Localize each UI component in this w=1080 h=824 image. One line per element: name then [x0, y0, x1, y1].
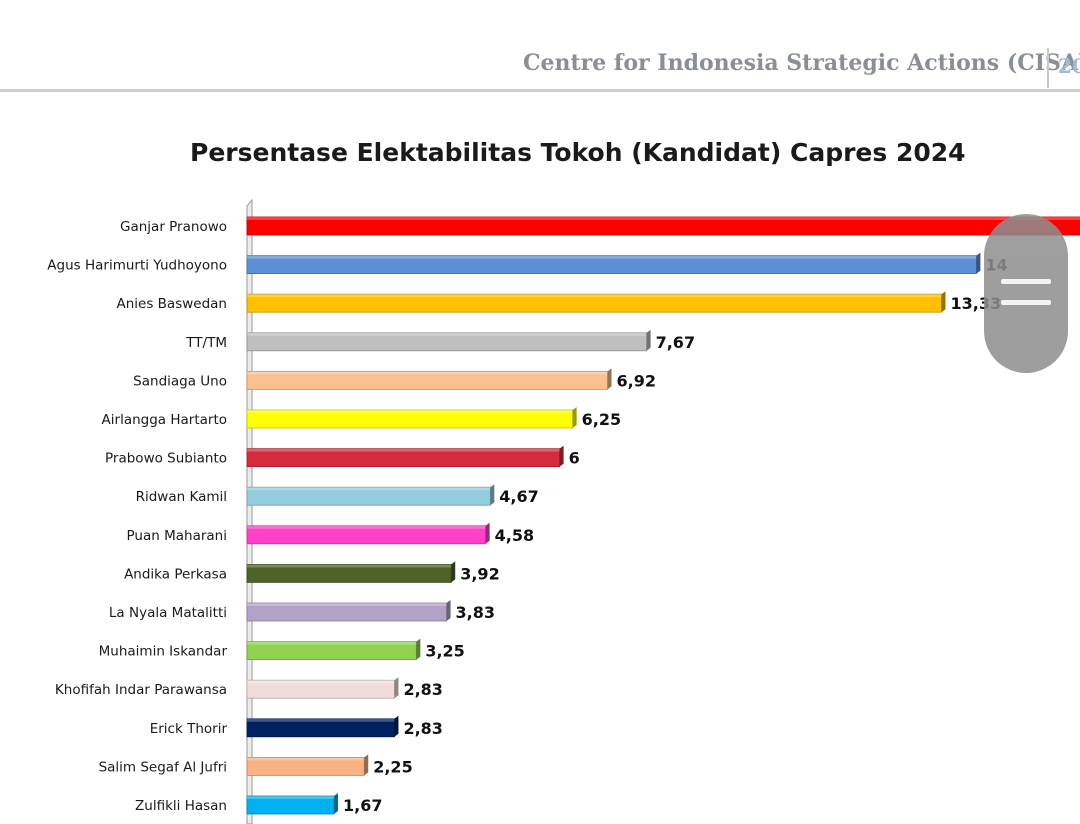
- bar-highlight: [247, 410, 573, 413]
- header-organization: Centre for Indonesia Strategic Actions (…: [523, 50, 1080, 76]
- chart-title: Persentase Elektabilitas Tokoh (Kandidat…: [190, 138, 966, 167]
- bar-end-cap: [976, 252, 981, 274]
- value-label: 6,25: [582, 410, 621, 429]
- category-label: TT/TM: [185, 335, 227, 351]
- value-label: 7,67: [656, 333, 695, 352]
- bar-end-cap: [451, 561, 456, 583]
- bar-end-cap: [490, 484, 495, 506]
- bar-end-cap: [646, 329, 651, 351]
- category-label: Ridwan Kamil: [136, 489, 227, 505]
- category-label: Andika Perkasa: [124, 566, 227, 582]
- bar-end-cap: [572, 407, 577, 428]
- bar-highlight: [247, 796, 335, 799]
- category-label: Khofifah Indar Parawansa: [55, 682, 227, 698]
- header-rule: [0, 89, 1080, 92]
- value-label: 2,83: [403, 680, 442, 699]
- bar-highlight: [247, 487, 491, 491]
- value-label: 6,92: [617, 371, 656, 390]
- value-label: 6: [569, 449, 580, 468]
- header-year: 20: [1058, 54, 1080, 78]
- bar-highlight: [247, 332, 647, 336]
- category-label: Erick Thorir: [150, 721, 228, 737]
- value-label: 3,25: [425, 642, 464, 661]
- bar: [246, 216, 1080, 236]
- category-label: Ganjar Pranowo: [120, 219, 227, 235]
- bar-highlight: [247, 255, 977, 259]
- bar-highlight: [247, 603, 447, 606]
- bar-end-cap: [607, 368, 612, 390]
- value-label: 2,83: [403, 719, 442, 738]
- bar-highlight: [247, 680, 395, 684]
- category-label: Puan Maharani: [127, 528, 227, 544]
- value-label: 4,58: [495, 526, 534, 545]
- bar-highlight: [247, 757, 365, 761]
- bar-end-cap: [941, 291, 946, 313]
- bar-end-cap: [485, 522, 490, 544]
- value-label: 2,25: [373, 757, 412, 776]
- bar-highlight: [247, 525, 486, 529]
- value-label: 1,67: [343, 796, 382, 815]
- category-label: Muhaimin Iskandar: [99, 644, 228, 660]
- bar-end-cap: [416, 638, 421, 660]
- bar-end-cap: [364, 754, 369, 776]
- header-separator: [1047, 48, 1049, 88]
- category-label: Agus Harimurti Yudhoyono: [47, 258, 227, 274]
- category-label: Airlangga Hartarto: [102, 412, 227, 428]
- bar-highlight: [247, 294, 942, 298]
- category-label: La Nyala Matalitti: [109, 605, 227, 621]
- category-label: Salim Segaf Al Jufri: [99, 759, 227, 775]
- bar-end-cap: [394, 677, 399, 699]
- bar-highlight: [247, 448, 560, 452]
- bar-end-cap: [559, 445, 564, 467]
- bar: [246, 525, 487, 545]
- category-label: Prabowo Subianto: [105, 451, 227, 467]
- value-label: 3,83: [456, 603, 495, 622]
- bar-end-cap: [334, 793, 339, 814]
- bar-highlight: [247, 371, 608, 375]
- bar-highlight: [247, 641, 417, 645]
- value-label: 3,92: [460, 564, 499, 583]
- value-label: 4,67: [499, 487, 538, 506]
- bar-highlight: [247, 564, 452, 568]
- bar-end-cap: [446, 600, 451, 621]
- category-label: Sandiaga Uno: [133, 373, 227, 389]
- bar-end-cap: [394, 715, 399, 737]
- category-label: Zulfikli Hasan: [135, 798, 227, 814]
- bar-highlight: [247, 718, 395, 722]
- category-label: Anies Baswedan: [117, 296, 228, 312]
- drag-handle-icon[interactable]: [984, 214, 1068, 373]
- bar-highlight: [247, 217, 1080, 220]
